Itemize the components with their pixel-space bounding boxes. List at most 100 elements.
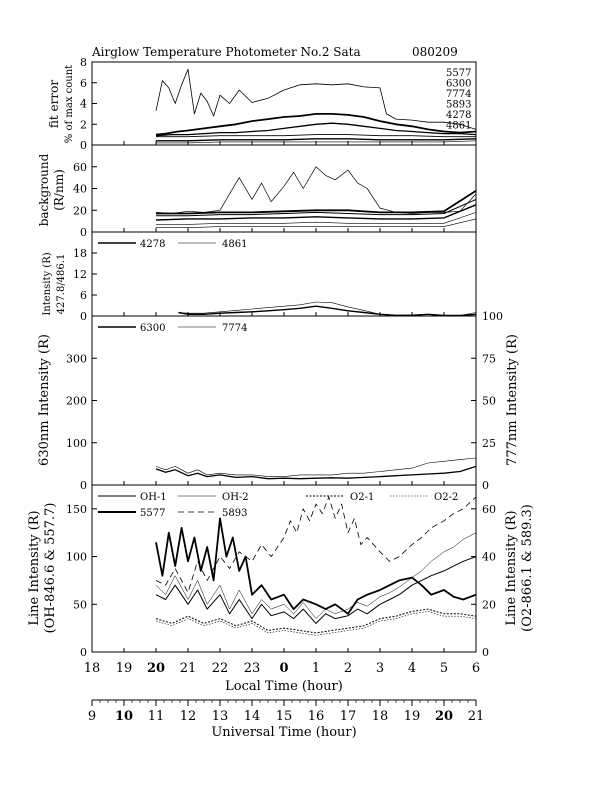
ut-xtick-label: 10 bbox=[115, 709, 133, 724]
fit-series-label: 4861 bbox=[446, 121, 471, 132]
bg-left-ytick-label: 40 bbox=[73, 183, 87, 196]
red-right-ytick-label: 100 bbox=[482, 310, 503, 323]
local-xtick-label: 4 bbox=[408, 661, 416, 676]
series-layer bbox=[155, 68, 477, 636]
line-right-ytick-label: 60 bbox=[482, 503, 496, 516]
legend-5577-label: 5577 bbox=[140, 508, 165, 519]
fit-series-4861 bbox=[156, 140, 477, 144]
fit-series-label: 5893 bbox=[446, 100, 471, 111]
line-ylabel-right-1: Line Intensity (R) bbox=[504, 510, 519, 625]
figure-title: Airglow Temperature Photometer No.2 Sata bbox=[91, 45, 361, 59]
local-xtick-label: 0 bbox=[279, 661, 288, 676]
ut-xtick-label: 14 bbox=[244, 709, 261, 724]
bg-ylabel-2: (R/nm) bbox=[52, 169, 66, 211]
line-left-ytick-label: 0 bbox=[80, 646, 87, 659]
bg-left-ytick-label: 20 bbox=[73, 204, 87, 217]
ut-xtick-label: 13 bbox=[212, 709, 229, 724]
ut-label: Universal Time (hour) bbox=[211, 725, 356, 740]
legend-7774-label: 7774 bbox=[222, 323, 247, 334]
red-series-7774 bbox=[155, 457, 477, 477]
local-xtick-label: 20 bbox=[147, 661, 165, 676]
line-right-ytick-label: 20 bbox=[482, 598, 496, 611]
legend-o22-label: O2-2 bbox=[434, 492, 458, 503]
red-right-ytick-label: 75 bbox=[482, 352, 496, 365]
fit-series-label: 5577 bbox=[446, 68, 471, 79]
red-right-ytick-label: 50 bbox=[482, 395, 496, 408]
line-ylabel-left-2: (OH-846.6 & 557.7) bbox=[43, 503, 58, 634]
int4-left-ytick-label: 0 bbox=[80, 310, 87, 323]
line-series-oh-2 bbox=[155, 532, 477, 619]
legend-4861-label: 4861 bbox=[222, 239, 247, 250]
fit-series-5577 bbox=[155, 113, 477, 136]
bg-series-e bbox=[156, 212, 477, 225]
bg-series-f bbox=[156, 218, 477, 228]
figure-date: 080209 bbox=[412, 45, 458, 59]
line-left-ytick-label: 150 bbox=[66, 503, 87, 516]
fit-left-ytick-label: 8 bbox=[80, 56, 87, 69]
fit-ylabel-2: % of max count bbox=[64, 65, 75, 143]
bg-left-ytick-label: 0 bbox=[80, 226, 87, 239]
local-xtick-label: 19 bbox=[116, 661, 133, 676]
local-xtick-label: 1 bbox=[312, 661, 320, 676]
bg-ylabel-1: background bbox=[37, 153, 51, 226]
ut-xtick-label: 17 bbox=[340, 709, 357, 724]
int4-series-4861 bbox=[178, 301, 477, 316]
red-legend: 6300 7774 bbox=[98, 323, 247, 334]
legend-oh1-label: OH-1 bbox=[140, 492, 167, 503]
line-right-ytick-label: 0 bbox=[482, 646, 489, 659]
legend-oh2-label: OH-2 bbox=[222, 492, 249, 503]
int4-series-4278 bbox=[178, 305, 477, 317]
red-left-ytick-label: 100 bbox=[66, 437, 87, 450]
line-series-5893 bbox=[155, 496, 477, 593]
red-series-6300 bbox=[155, 465, 477, 480]
int4-ylabel-2: 427.8/486.1 bbox=[56, 254, 67, 315]
fit-ylabel-1: fit error bbox=[47, 80, 61, 128]
fit-series-label: 6300 bbox=[446, 79, 471, 90]
panel-630-777-frame bbox=[91, 315, 477, 486]
line-ylabel-right-2: (O2-866.1 & 589.3) bbox=[520, 504, 535, 632]
red-ylabel-left: 630nm Intensity (R) bbox=[37, 334, 52, 466]
fit-series-label: 4278 bbox=[446, 110, 471, 121]
fit-series-label: 7774 bbox=[446, 89, 471, 100]
ut-xtick-label: 15 bbox=[276, 709, 293, 724]
legend-o21-label: O2-1 bbox=[350, 492, 374, 503]
local-xtick-label: 6 bbox=[472, 661, 480, 676]
bg-series-d bbox=[155, 204, 477, 221]
local-xtick-label: 3 bbox=[376, 661, 384, 676]
local-xtick-label: 23 bbox=[244, 661, 261, 676]
int4-left-ytick-label: 6 bbox=[80, 289, 87, 302]
bg-series-c bbox=[156, 198, 477, 217]
line-series-5577 bbox=[155, 517, 477, 615]
local-xtick-label: 5 bbox=[440, 661, 448, 676]
fit-series-4278 bbox=[156, 138, 477, 142]
line-ylabel-left-1: Line Intensity (R) bbox=[27, 510, 42, 625]
fit-left-ytick-label: 0 bbox=[80, 139, 87, 152]
ut-xtick-label: 18 bbox=[372, 709, 389, 724]
legend-5893-label: 5893 bbox=[222, 508, 247, 519]
red-right-ytick-label: 0 bbox=[482, 479, 489, 492]
line-left-ytick-label: 50 bbox=[73, 598, 87, 611]
red-left-ytick-label: 300 bbox=[66, 352, 87, 365]
line-left-ytick-label: 100 bbox=[66, 551, 87, 564]
ut-xtick-label: 9 bbox=[88, 709, 96, 724]
ut-xtick-label: 12 bbox=[180, 709, 197, 724]
legend-4278-label: 4278 bbox=[140, 239, 165, 250]
ut-xtick-label: 11 bbox=[148, 709, 165, 724]
bg-left-ytick-label: 60 bbox=[73, 161, 87, 174]
line-series-oh-1 bbox=[155, 556, 477, 624]
line-series-o2-1 bbox=[155, 608, 477, 634]
red-ylabel-right: 777nm Intensity (R) bbox=[505, 334, 520, 466]
fit-left-ytick-label: 6 bbox=[80, 77, 87, 90]
fit-left-ytick-label: 4 bbox=[80, 98, 87, 111]
ut-xtick-label: 20 bbox=[435, 709, 453, 724]
red-left-ytick-label: 200 bbox=[66, 395, 87, 408]
bg-series-b bbox=[156, 189, 477, 215]
red-left-ytick-label: 0 bbox=[80, 479, 87, 492]
line-right-ytick-label: 40 bbox=[482, 551, 496, 564]
int4-left-ytick-label: 12 bbox=[73, 268, 87, 281]
fit-series-5893 bbox=[156, 134, 476, 138]
local-time-label: Local Time (hour) bbox=[225, 679, 343, 694]
line-legend: OH-1 OH-2 O2-1 O2-2 5577 5893 bbox=[98, 492, 458, 519]
